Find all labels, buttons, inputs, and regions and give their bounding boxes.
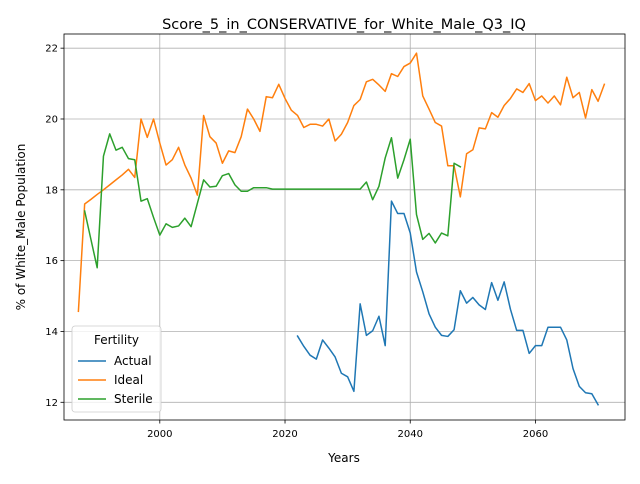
x-tick-label: 2040 [398,429,423,440]
legend-entries: Actual Ideal Sterile [78,354,153,406]
series-line-sterile [83,133,462,269]
x-tick-label: 2000 [147,429,172,440]
series-line-actual [296,200,600,406]
y-tick-label: 18 [45,185,58,196]
legend-label-actual: Actual [114,354,152,368]
y-tick-label: 20 [45,114,58,125]
legend-title: Fertility [94,333,139,347]
series-lines [77,52,606,406]
grid-lines [64,34,625,420]
y-axis-label: % of White_Male Population [14,144,28,311]
y-tick-label: 14 [45,327,58,338]
legend-label-sterile: Sterile [114,392,153,406]
x-axis-ticks: 2000 2020 2040 2060 [147,420,548,440]
series-line-ideal [77,52,606,313]
y-axis-ticks: 12 14 16 18 20 22 [45,44,64,409]
legend-label-ideal: Ideal [114,373,143,387]
x-tick-label: 2020 [272,429,297,440]
x-axis-label: Years [327,451,360,465]
chart-title: Score_5_in_CONSERVATIVE_for_White_Male_Q… [162,17,526,33]
legend: Fertility Actual Ideal Sterile [71,325,162,413]
plot-area-frame [63,33,626,421]
y-tick-label: 12 [45,398,58,409]
legend-frame [71,325,162,413]
x-tick-label: 2060 [523,429,548,440]
y-tick-label: 16 [45,256,58,267]
y-tick-label: 22 [45,44,58,55]
